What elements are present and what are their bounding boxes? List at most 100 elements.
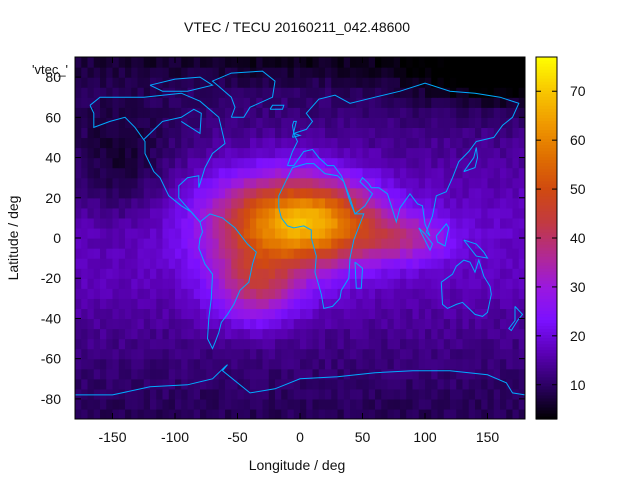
heatmap-cell bbox=[106, 338, 114, 350]
heatmap-cell bbox=[200, 117, 207, 128]
heatmap-cell bbox=[118, 258, 126, 269]
heatmap-cell bbox=[206, 67, 214, 78]
heatmap-cell bbox=[100, 328, 107, 340]
heatmap-cell bbox=[262, 217, 270, 229]
colorbar-band bbox=[536, 316, 557, 321]
heatmap-cell bbox=[362, 157, 370, 169]
heatmap-cell bbox=[406, 328, 414, 340]
heatmap-cell bbox=[250, 77, 257, 88]
heatmap-cell bbox=[487, 348, 495, 360]
colorbar-band bbox=[536, 198, 557, 203]
heatmap-cell bbox=[350, 338, 357, 350]
heatmap-cell bbox=[481, 177, 489, 189]
heatmap-cell bbox=[156, 388, 164, 400]
heatmap-cell bbox=[250, 238, 257, 249]
heatmap-cell bbox=[468, 187, 476, 199]
heatmap-cell bbox=[468, 67, 476, 78]
heatmap-cell bbox=[437, 187, 445, 199]
heatmap-cell bbox=[343, 67, 351, 78]
heatmap-cell bbox=[131, 368, 139, 380]
heatmap-cell bbox=[325, 308, 332, 320]
heatmap-cell bbox=[256, 177, 264, 189]
heatmap-cell bbox=[131, 157, 139, 169]
x-tick-label: 50 bbox=[355, 429, 371, 445]
heatmap-cell bbox=[225, 238, 232, 249]
heatmap-cell bbox=[487, 378, 495, 390]
heatmap-cell bbox=[268, 368, 276, 380]
heatmap-cell bbox=[518, 248, 525, 259]
heatmap-cell bbox=[137, 87, 145, 98]
heatmap-cell bbox=[187, 288, 195, 299]
heatmap-cell bbox=[475, 127, 482, 139]
heatmap-cell bbox=[75, 258, 82, 269]
heatmap-cell bbox=[125, 137, 132, 149]
heatmap-cell bbox=[387, 378, 395, 390]
heatmap-cell bbox=[425, 67, 432, 78]
heatmap-cell bbox=[293, 298, 301, 309]
heatmap-cell bbox=[125, 248, 132, 259]
heatmap-cell bbox=[206, 288, 214, 299]
heatmap-cell bbox=[306, 67, 314, 78]
heatmap-cell bbox=[387, 408, 395, 419]
colorbar-band bbox=[536, 277, 557, 281]
heatmap-cell bbox=[93, 298, 101, 309]
heatmap-cell bbox=[343, 57, 351, 68]
heatmap-cell bbox=[387, 167, 395, 179]
heatmap-cell bbox=[343, 157, 351, 169]
heatmap-cell bbox=[262, 167, 270, 179]
heatmap-cell bbox=[481, 67, 489, 78]
heatmap-cell bbox=[268, 107, 276, 118]
heatmap-cell bbox=[293, 388, 301, 400]
heatmap-cell bbox=[262, 248, 270, 259]
heatmap-cell bbox=[300, 268, 307, 279]
heatmap-cell bbox=[150, 358, 157, 370]
heatmap-cell bbox=[518, 147, 525, 159]
heatmap-cell bbox=[425, 348, 432, 360]
heatmap-cell bbox=[156, 278, 164, 289]
heatmap-cell bbox=[87, 268, 95, 279]
heatmap-cell bbox=[156, 187, 164, 199]
y-tick-label: 0 bbox=[53, 230, 61, 246]
heatmap-cell bbox=[387, 67, 395, 78]
heatmap-cell bbox=[318, 87, 326, 98]
heatmap-cell bbox=[381, 348, 389, 360]
heatmap-cell bbox=[493, 137, 501, 149]
heatmap-cell bbox=[487, 57, 495, 68]
heatmap-cell bbox=[287, 328, 295, 340]
heatmap-cell bbox=[350, 217, 357, 229]
heatmap-cell bbox=[81, 127, 89, 139]
heatmap-cell bbox=[112, 147, 120, 159]
heatmap-cell bbox=[487, 157, 495, 169]
heatmap-cell bbox=[250, 268, 257, 279]
heatmap-cell bbox=[256, 238, 264, 249]
heatmap-cell bbox=[368, 227, 376, 239]
heatmap-cell bbox=[206, 197, 214, 209]
y-tick-label: -20 bbox=[41, 270, 61, 286]
colorbar-band bbox=[536, 102, 557, 106]
heatmap-cell bbox=[506, 217, 514, 229]
heatmap-cell bbox=[106, 187, 114, 199]
heatmap-cell bbox=[100, 57, 107, 68]
heatmap-cell bbox=[506, 368, 514, 380]
heatmap-cell bbox=[437, 268, 445, 279]
heatmap-cell bbox=[93, 358, 101, 370]
heatmap-cell bbox=[225, 227, 232, 239]
heatmap-cell bbox=[156, 167, 164, 179]
heatmap-cell bbox=[412, 197, 420, 209]
heatmap-cell bbox=[400, 288, 407, 299]
heatmap-cell bbox=[112, 258, 120, 269]
heatmap-cell bbox=[256, 147, 264, 159]
heatmap-cell bbox=[181, 97, 189, 108]
heatmap-cell bbox=[512, 77, 520, 88]
heatmap-cell bbox=[237, 238, 245, 249]
heatmap-cell bbox=[487, 278, 495, 289]
heatmap-cell bbox=[350, 127, 357, 139]
heatmap-cell bbox=[143, 77, 151, 88]
heatmap-cell bbox=[181, 298, 189, 309]
heatmap-cell bbox=[362, 227, 370, 239]
heatmap-cell bbox=[462, 358, 470, 370]
heatmap-cell bbox=[468, 57, 476, 68]
heatmap-cell bbox=[318, 147, 326, 159]
heatmap-cell bbox=[112, 167, 120, 179]
heatmap-cell bbox=[168, 57, 176, 68]
